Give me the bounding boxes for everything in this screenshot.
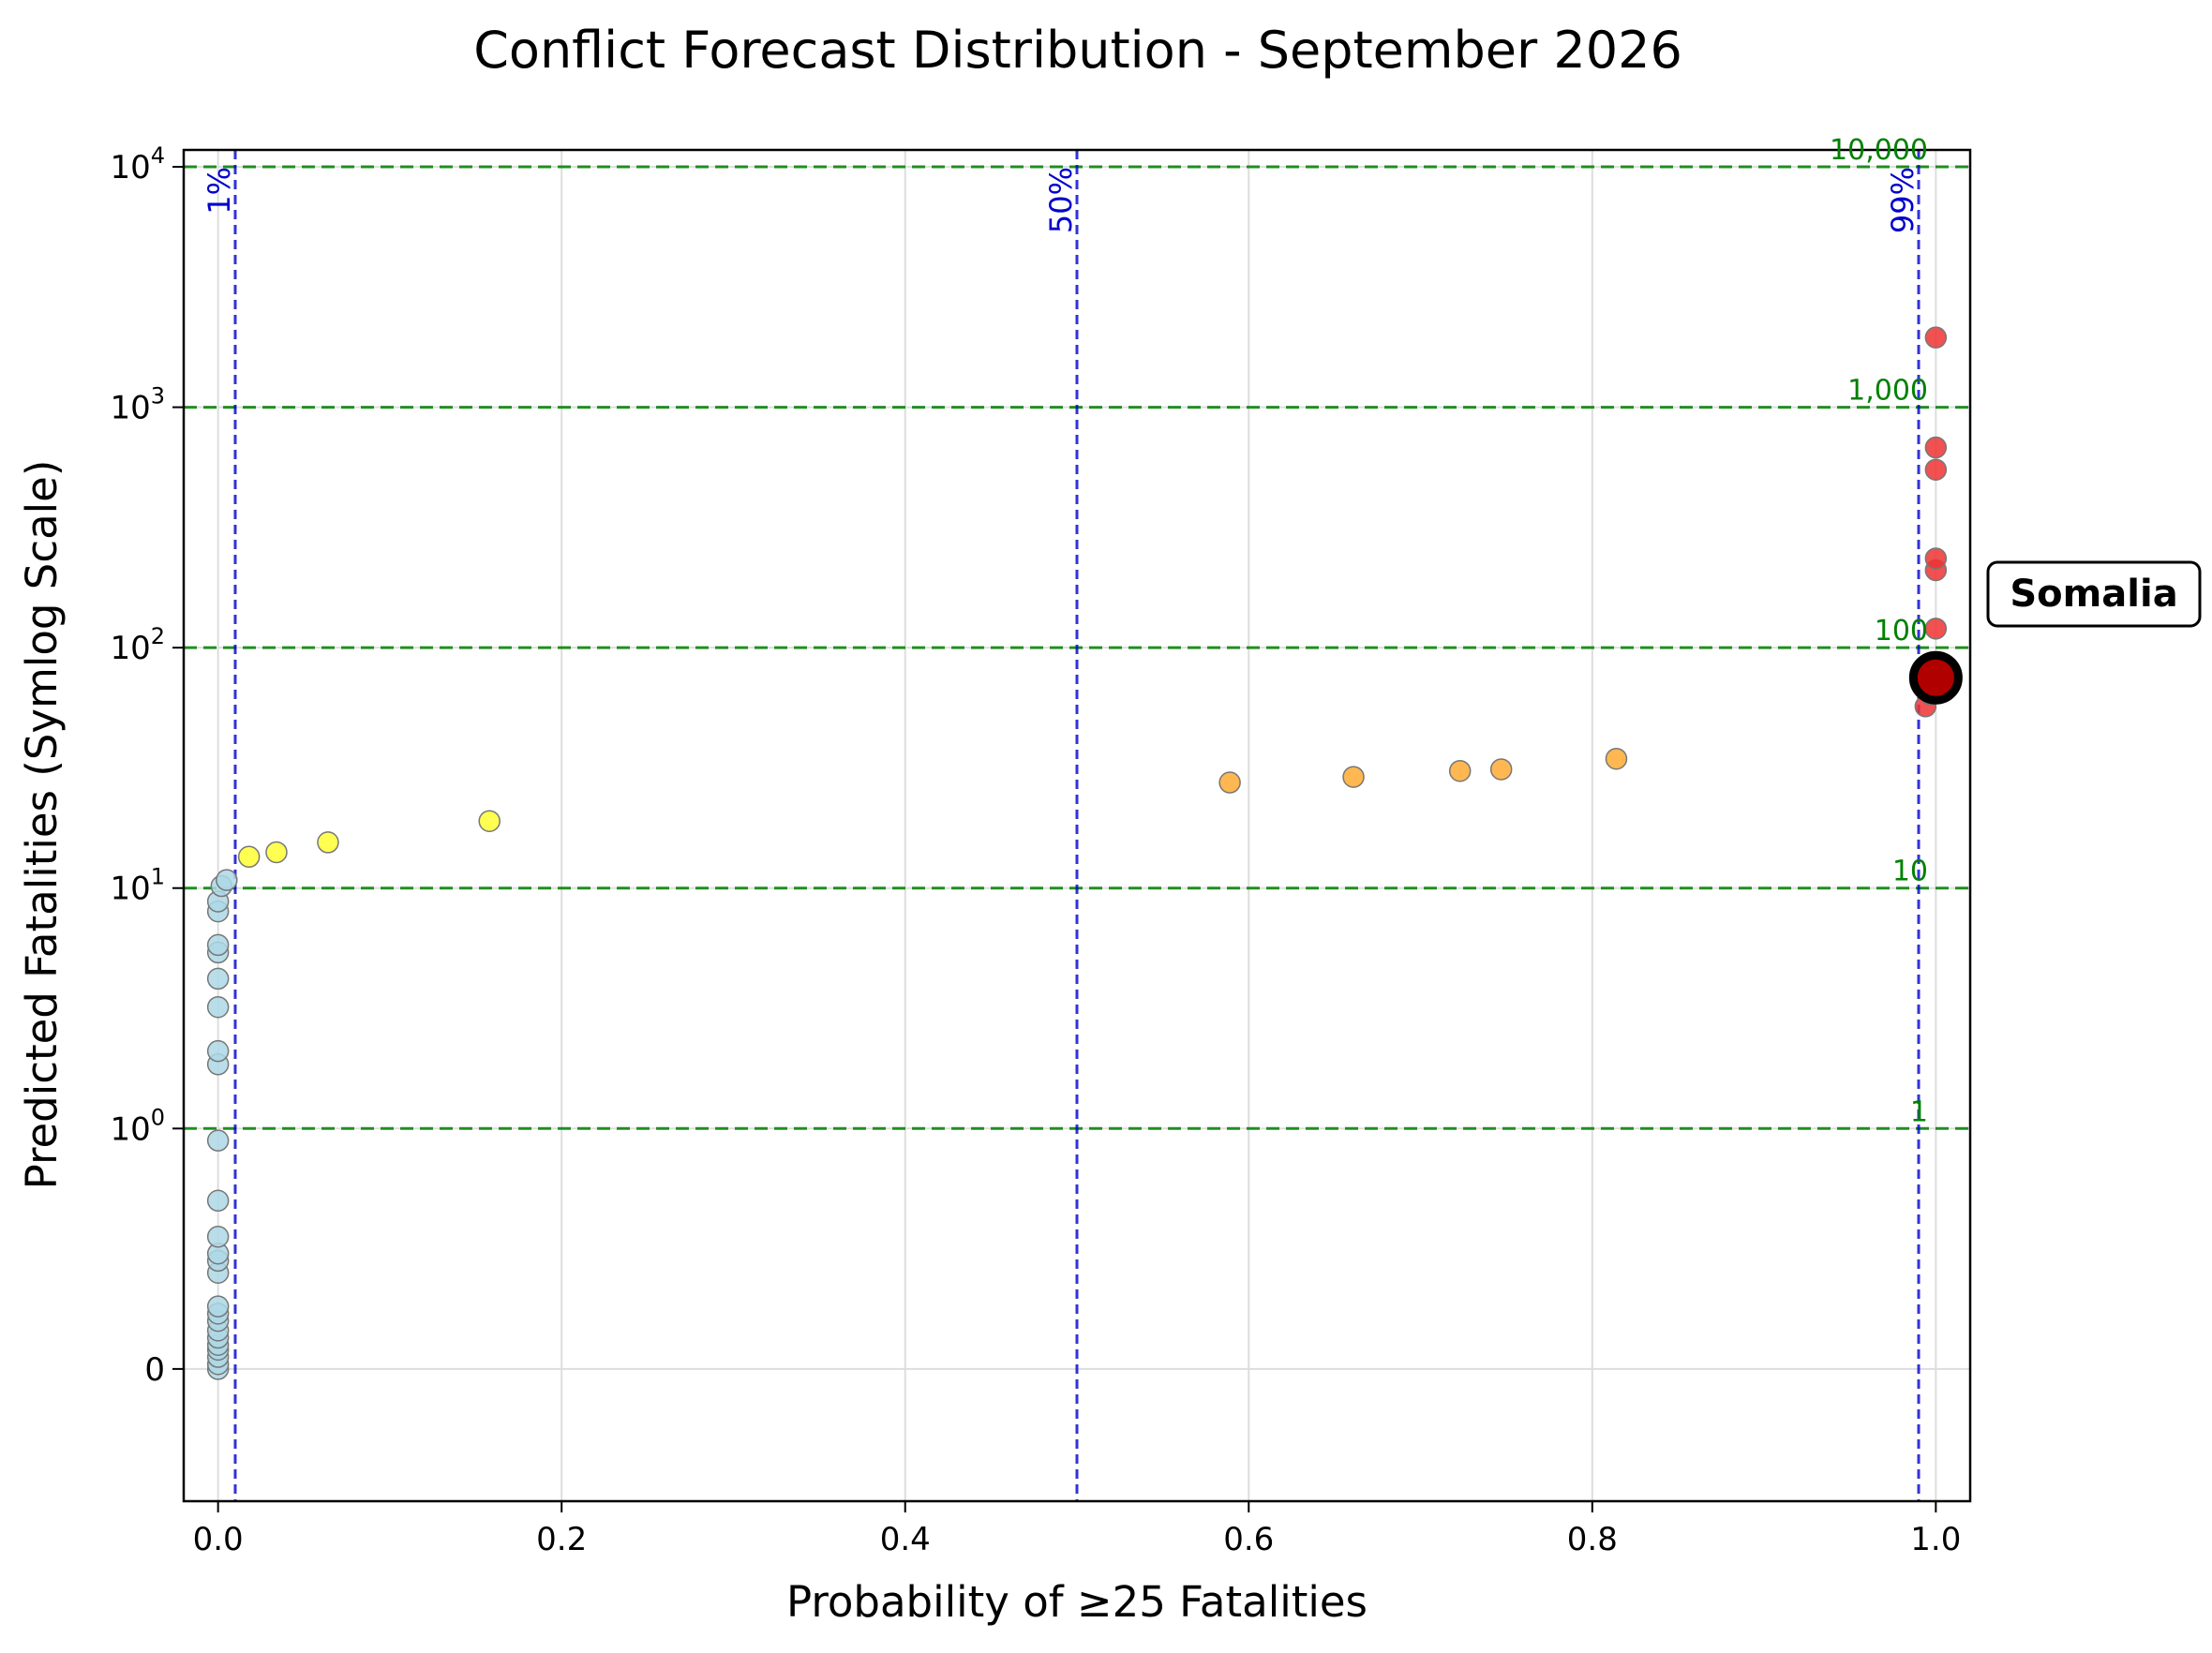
data-point: [1924, 436, 1948, 459]
data-point: [206, 967, 230, 990]
data-point: [206, 1189, 230, 1213]
data-point: [206, 1295, 230, 1318]
x-axis-label: Probability of ≥25 Fatalities: [786, 1577, 1368, 1627]
data-point: [1924, 326, 1948, 349]
horizontal-reference-label: 10,000: [1830, 134, 1928, 167]
data-point: [216, 869, 238, 891]
x-tick-label: 0.4: [880, 1521, 931, 1558]
horizontal-reference-label: 1,000: [1847, 375, 1928, 408]
data-point: [206, 933, 230, 957]
data-point: [1448, 759, 1472, 782]
x-tick-label: 0.0: [193, 1521, 244, 1558]
data-point: [1605, 747, 1628, 770]
data-point: [1924, 458, 1948, 481]
horizontal-reference-label: 10: [1892, 856, 1928, 888]
data-point: [206, 1226, 230, 1248]
data-point: [237, 845, 261, 869]
data-points: [206, 326, 1948, 1380]
y-tick-label: 102: [110, 623, 165, 667]
data-point: [1924, 547, 1948, 570]
data-point: [206, 995, 230, 1019]
x-tick-label: 1.0: [1910, 1521, 1961, 1558]
vertical-reference-label: 1%: [202, 167, 237, 215]
data-point: [265, 841, 288, 864]
y-tick-label: 104: [110, 142, 165, 186]
reference-lines: [184, 150, 1970, 1501]
highlight-label: Somalia: [2010, 573, 2177, 616]
data-point: [206, 1129, 230, 1152]
horizontal-reference-label: 100: [1875, 615, 1928, 648]
data-point: [478, 810, 501, 832]
y-tick-label: 101: [110, 864, 165, 908]
y-tick-label: 0: [144, 1351, 165, 1389]
y-axis-label: Predicted Fatalities (Symlog Scale): [17, 460, 67, 1190]
annotation-layer: Somalia: [1908, 560, 2202, 705]
x-tick-label: 0.2: [536, 1521, 587, 1558]
plot-frame: [182, 148, 1972, 1503]
data-point: [1218, 771, 1241, 794]
data-point: [317, 831, 339, 854]
x-tick-label: 0.8: [1567, 1521, 1618, 1558]
horizontal-reference-label: 1: [1910, 1095, 1928, 1128]
highlight-label-box: [1986, 560, 2202, 628]
highlight-point: [1908, 650, 1963, 705]
x-tick-label: 0.6: [1223, 1521, 1274, 1558]
y-tick-label: 100: [110, 1104, 165, 1148]
data-point: [1342, 766, 1365, 788]
vertical-reference-label: 99%: [1885, 167, 1921, 233]
reference-labels: 1 10 100 1,000 10,000 1% 50% 99%: [202, 134, 1928, 1128]
data-point: [206, 1039, 230, 1063]
data-point: [1489, 758, 1513, 781]
data-point: [1924, 618, 1948, 640]
vertical-reference-label: 50%: [1043, 167, 1079, 233]
chart-title: Conflict Forecast Distribution - Septemb…: [473, 21, 1682, 80]
y-tick-label: 103: [110, 383, 165, 427]
